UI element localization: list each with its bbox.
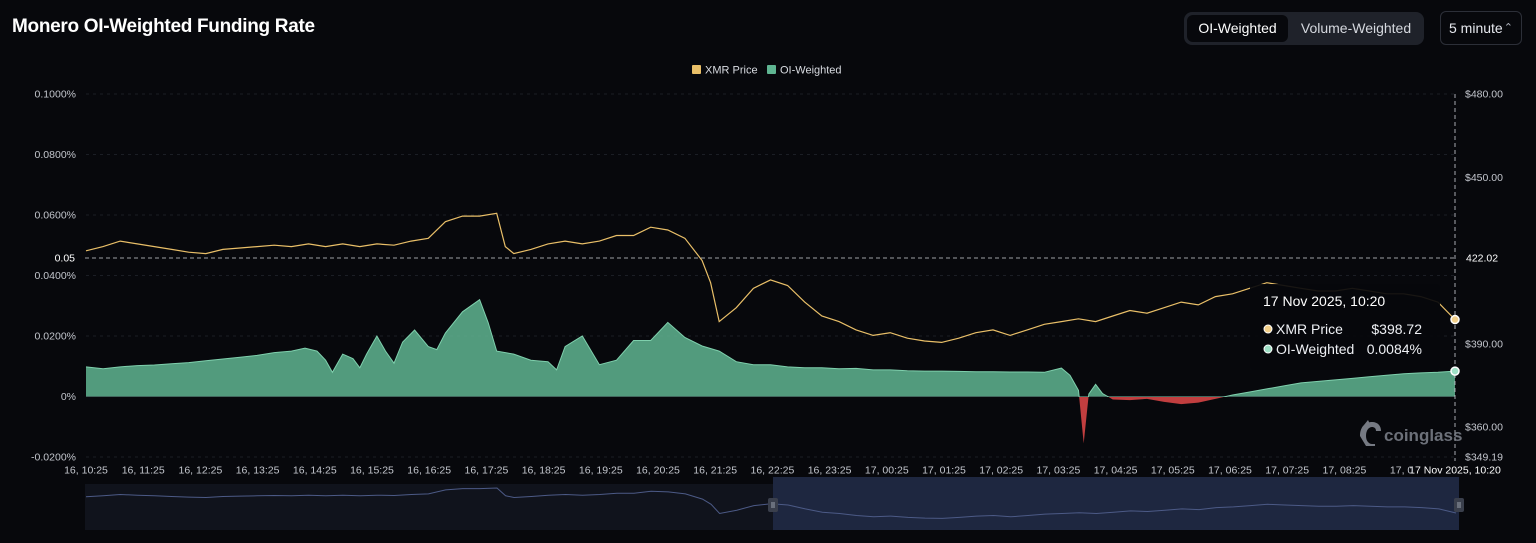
tooltip-oi-value: 0.0084% <box>1367 341 1422 357</box>
x-tick-label: 16, 12:25 <box>179 465 223 477</box>
crosshair-x-label: 17 Nov 2025, 10:20 <box>1409 465 1501 477</box>
tooltip-oi-name: OI-Weighted <box>1276 341 1354 357</box>
watermark-text: coinglass <box>1384 426 1462 445</box>
x-tick-label: 16, 18:25 <box>522 465 566 477</box>
navigator-selected-range[interactable] <box>773 477 1459 530</box>
tooltip-bg <box>1250 284 1440 370</box>
x-tick-label: 16, 16:25 <box>407 465 451 477</box>
price-hover-dot <box>1450 314 1460 325</box>
y-axis-right: $480.00 $450.00 $390.00 $360.00 $349.19 <box>1465 89 1503 464</box>
x-tick-label: 17, 04:25 <box>1094 465 1138 477</box>
y-left-tick-label: 0.0400% <box>35 270 76 282</box>
grid-lines <box>86 93 1455 458</box>
y-left-tick-label: 0.1000% <box>35 89 76 101</box>
legend-swatch-price[interactable] <box>692 65 701 74</box>
oi-weighted-area-positive <box>86 299 1455 397</box>
legend-label-price[interactable]: XMR Price <box>705 65 758 77</box>
y-axis-left: 0.1000% 0.0800% 0.0600% 0.0400% 0.0200% 0% -0.… <box>31 89 76 464</box>
navigator-handle-left[interactable] <box>768 498 778 512</box>
tab-volume-weighted[interactable]: Volume-Weighted <box>1300 20 1412 36</box>
x-tick-label: 17, 03:25 <box>1037 465 1081 477</box>
x-tick-label: 17, 07:25 <box>1265 465 1309 477</box>
x-tick-label: 17, 08:25 <box>1323 465 1367 477</box>
legend-swatch-oi[interactable] <box>767 65 776 74</box>
tooltip-price-name: XMR Price <box>1276 321 1343 337</box>
chart-legend: XMR Price OI-Weighted <box>692 65 842 77</box>
tooltip-oi-marker <box>1263 344 1273 354</box>
navigator-handle-icon[interactable] <box>768 498 778 512</box>
x-tick-label: 16, 15:25 <box>350 465 394 477</box>
y-right-tick-label: $360.00 <box>1465 422 1503 434</box>
x-tick-label: 16, 10:25 <box>64 465 108 477</box>
y-left-tick-label: 0.0600% <box>35 210 76 222</box>
tooltip: 17 Nov 2025, 10:20 XMR Price $398.72 OI-… <box>1250 284 1440 370</box>
x-axis: 16, 10:25 16, 11:25 16, 12:25 16, 13:25 16, … <box>64 465 1413 477</box>
y-right-tick-label: $390.00 <box>1465 338 1503 350</box>
y-left-tick-label: 0.0200% <box>35 331 76 343</box>
tooltip-price-marker <box>1263 324 1273 334</box>
range-navigator[interactable] <box>85 477 1464 530</box>
x-tick-label: 16, 20:25 <box>636 465 680 477</box>
x-tick-label: 17, 02:25 <box>979 465 1023 477</box>
interval-select[interactable]: 5 minute ⌃ <box>1440 11 1522 45</box>
tooltip-price-value: $398.72 <box>1371 321 1422 337</box>
x-tick-label: 16, 17:25 <box>465 465 509 477</box>
navigator-handle-right[interactable] <box>1454 498 1464 512</box>
x-tick-label: 17, 01:25 <box>922 465 966 477</box>
oi-hover-dot <box>1450 366 1460 376</box>
coinglass-logo-icon <box>1360 420 1381 446</box>
x-tick-label: 17, 05:25 <box>1151 465 1195 477</box>
y-left-tick-label: 0% <box>61 391 76 403</box>
interval-value: 5 minute <box>1449 20 1503 36</box>
x-tick-label: 16, 14:25 <box>293 465 337 477</box>
y-right-tick-label: $480.00 <box>1465 89 1503 101</box>
x-tick-label: 17, 06:25 <box>1208 465 1252 477</box>
coinglass-watermark: coinglass <box>1360 420 1462 446</box>
legend-label-oi[interactable]: OI-Weighted <box>780 65 842 77</box>
x-tick-label: 16, 21:25 <box>693 465 737 477</box>
page-title: Monero OI-Weighted Funding Rate <box>12 16 315 37</box>
crosshair-right-label: 422.02 <box>1466 253 1498 265</box>
x-tick-label: 16, 19:25 <box>579 465 623 477</box>
tooltip-title: 17 Nov 2025, 10:20 <box>1263 293 1385 309</box>
y-right-tick-label: $349.19 <box>1465 452 1503 464</box>
y-left-tick-label: -0.0200% <box>31 452 76 464</box>
navigator-price-line <box>85 487 1457 519</box>
crosshair-x-label-bg <box>1403 461 1508 479</box>
x-tick-label: 16, 13:25 <box>236 465 280 477</box>
chevron-updown-icon: ⌃ <box>1503 22 1513 34</box>
crosshair-left-label: 0.05 <box>55 253 76 265</box>
y-right-tick-label: $450.00 <box>1465 172 1503 184</box>
x-tick-label: 17, 0 <box>1390 465 1414 477</box>
weighting-toggle: OI-Weighted Volume-Weighted <box>1184 12 1424 45</box>
x-tick-label: 16, 11:25 <box>122 465 165 477</box>
x-tick-label: 16, 22:25 <box>751 465 795 477</box>
navigator-handle-icon[interactable] <box>1454 498 1464 512</box>
xmr-price-line <box>85 212 1456 344</box>
oi-weighted-line <box>85 298 1456 397</box>
x-tick-label: 16, 23:25 <box>808 465 852 477</box>
y-left-tick-label: 0.0800% <box>35 149 76 161</box>
x-tick-label: 17, 00:25 <box>865 465 909 477</box>
tab-oi-weighted[interactable]: OI-Weighted <box>1187 15 1288 42</box>
crosshair: 0.05 422.02 17 Nov 2025, 10:20 <box>55 94 1508 479</box>
